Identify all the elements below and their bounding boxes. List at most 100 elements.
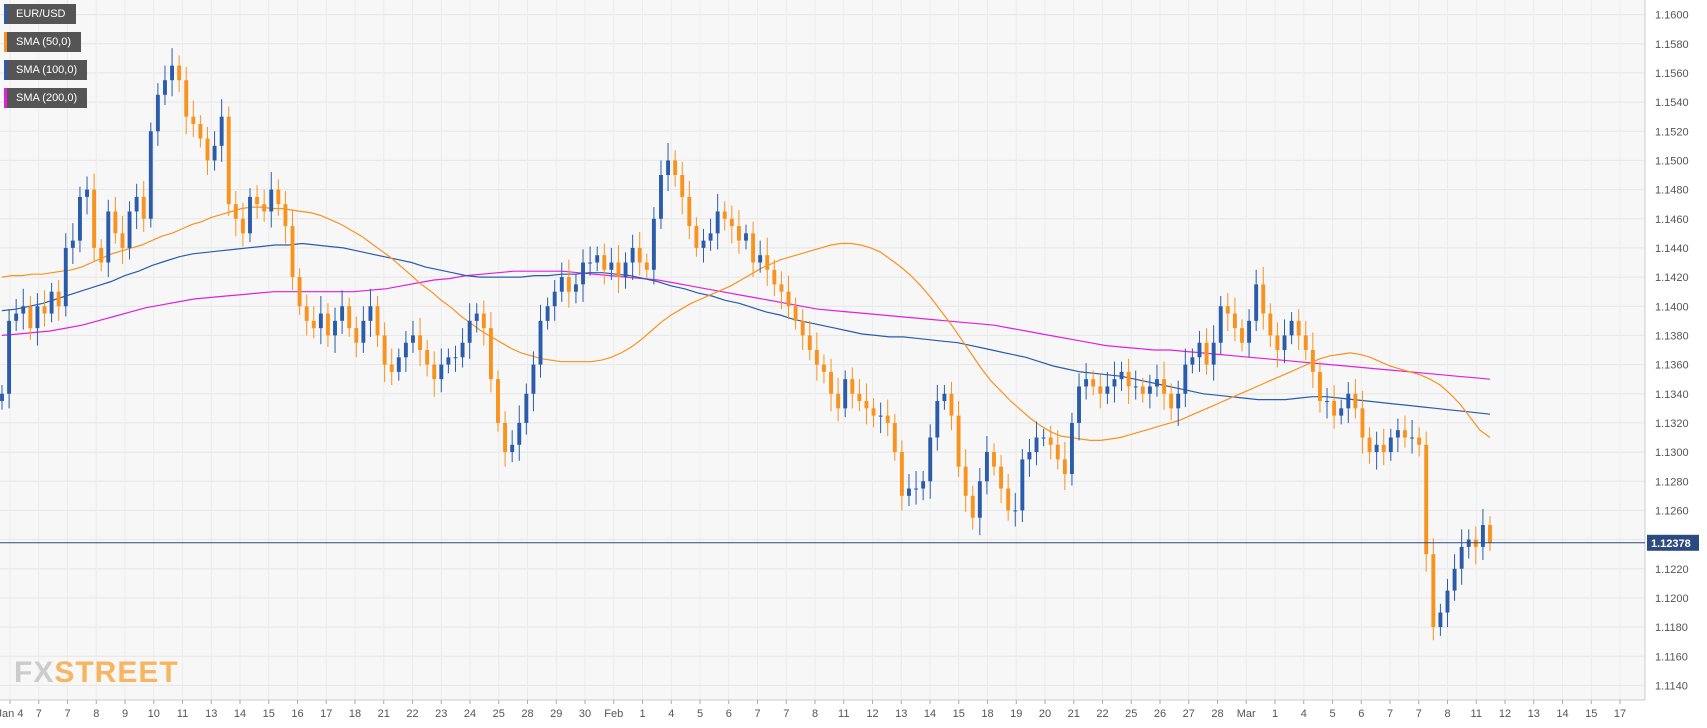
x-tick-label: 16 (291, 708, 303, 720)
candle-body (836, 393, 841, 409)
candle-body (496, 379, 500, 423)
candle-body (340, 306, 345, 321)
candle-body (1112, 379, 1117, 387)
candle-body (7, 320, 12, 394)
candle-body (439, 364, 444, 380)
candle-body (708, 233, 713, 241)
candle-body (1041, 437, 1046, 439)
legend-swatch (4, 88, 7, 108)
candle-body (205, 138, 210, 161)
candle-body (1098, 386, 1103, 394)
last-price-label: 1.12378 (1651, 538, 1691, 550)
x-tick-label: Jan 4 (0, 708, 23, 720)
candle-body (1325, 401, 1329, 403)
candle-body (1084, 379, 1089, 387)
y-tick-label: 1.1380 (1655, 330, 1689, 342)
candle-body (687, 196, 692, 227)
candle-body (680, 175, 685, 197)
candle-body (240, 218, 245, 234)
candle-body (1062, 459, 1067, 474)
x-tick-label: 12 (866, 708, 878, 720)
candle-body (311, 320, 316, 329)
candle-body (155, 94, 160, 132)
candle-body (389, 364, 394, 372)
x-tick-label: 4 (1301, 708, 1307, 720)
candle-body (1452, 568, 1457, 591)
x-tick-label: 25 (493, 708, 505, 720)
candle-body (141, 196, 146, 219)
last-price-badge (1647, 534, 1699, 551)
candle-body (573, 284, 578, 292)
candle-body (134, 196, 139, 212)
candle-body (1055, 444, 1060, 460)
x-tick-label: 17 (320, 708, 332, 720)
candle-body (1381, 444, 1386, 453)
candle-body (248, 196, 252, 234)
candle-body (1077, 386, 1081, 423)
x-tick-label: 22 (1096, 708, 1108, 720)
candle-body (21, 306, 26, 314)
candle-body (1197, 342, 1202, 358)
candle-body (1488, 525, 1492, 543)
candle-body (212, 145, 217, 161)
legend-item-sma50[interactable]: SMA (50,0) (4, 32, 82, 52)
candle-body (545, 306, 550, 321)
x-tick-label: 13 (1528, 708, 1540, 720)
logo-fx: FX (14, 656, 55, 689)
candle-body (432, 364, 437, 380)
candle-body (333, 320, 337, 336)
candle-body (914, 488, 919, 490)
candle-body (198, 123, 203, 139)
candle-body (396, 357, 401, 372)
candle-body (269, 189, 274, 212)
x-tick-label: 8 (812, 708, 818, 720)
x-tick-label: 7 (1416, 708, 1422, 720)
x-tick-label: 10 (148, 708, 160, 720)
logo-street: STREET (54, 656, 179, 689)
candle-body (751, 233, 756, 263)
x-tick-label: 24 (464, 708, 476, 720)
candle-body (35, 306, 40, 329)
candle-body (77, 196, 82, 241)
candle-body (609, 262, 614, 270)
candle-body (814, 350, 819, 365)
legend-item-sma200[interactable]: SMA (200,0) (4, 88, 88, 108)
candle-body (1169, 393, 1174, 409)
grid-lines (0, 0, 1645, 700)
candle-body (829, 371, 833, 394)
candle-body (1339, 408, 1344, 416)
candle-body (779, 284, 784, 292)
candle-body (1069, 422, 1074, 474)
candle-body (262, 204, 267, 212)
legend-item-sma100[interactable]: SMA (100,0) (4, 60, 88, 80)
candle-body (1204, 342, 1209, 365)
candle-body (786, 291, 791, 307)
candle-body (411, 335, 415, 343)
candle-body (28, 306, 33, 329)
x-tick-label: 8 (1444, 708, 1450, 720)
y-tick-label: 1.1360 (1655, 360, 1689, 372)
x-tick-label: 7 (754, 708, 760, 720)
candle-body (921, 481, 926, 489)
candle-body (581, 262, 585, 285)
y-tick-label: 1.1160 (1655, 651, 1688, 663)
candle-body (588, 262, 593, 264)
candle-body (694, 226, 699, 248)
candle-body (318, 313, 323, 329)
candle-body (163, 80, 167, 95)
candle-body (673, 160, 678, 175)
legend-item-eurusd[interactable]: EUR/USD (4, 4, 76, 24)
candle-body (290, 226, 295, 278)
candle-body (999, 466, 1004, 489)
candle-body (99, 247, 104, 263)
sma200-line (1, 270, 1491, 380)
candle-body (1346, 393, 1351, 409)
candle-body (765, 255, 770, 270)
x-tick-label: 5 (1329, 708, 1335, 720)
candle-body (800, 320, 805, 336)
y-tick-label: 1.1460 (1655, 214, 1689, 226)
candle-body (1155, 379, 1159, 387)
y-tick-label: 1.1320 (1655, 418, 1689, 430)
x-tick-label: 15 (953, 708, 965, 720)
